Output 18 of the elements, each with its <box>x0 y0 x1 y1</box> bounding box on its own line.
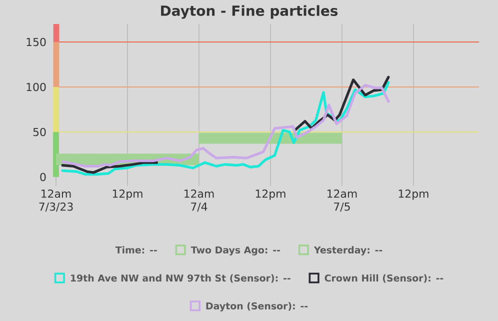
x-tick-label: 12pm <box>112 190 142 200</box>
y-tick-label: 50 <box>33 128 46 136</box>
legend-label: Dayton (Sensor): -- <box>206 302 308 312</box>
y-tick-label: 100 <box>26 82 46 92</box>
x-tick-label: 12pm <box>256 190 286 200</box>
x-tick-label: 12pm <box>398 190 428 200</box>
y-tick-label: 150 <box>26 38 46 46</box>
x-tick-label: 12am 7/3/23 <box>39 190 73 212</box>
x-tick-label: 12am 7/5 <box>328 190 357 212</box>
x-tick-label: 12am 7/4 <box>184 190 214 212</box>
legend-label: 19th Ave NW and NW 97th St (Sensor): -- <box>70 274 290 283</box>
legend-label: Yesterday: -- <box>314 246 382 256</box>
bar <box>53 24 60 42</box>
chart-title: Dayton - Fine particles <box>161 5 338 19</box>
legend-label: Crown Hill (Sensor): -- <box>324 274 444 283</box>
y-tick-label: 0 <box>40 172 46 182</box>
legend-label: Two Days Ago: -- <box>190 246 280 256</box>
legend-title: Time: -- <box>115 246 157 254</box>
